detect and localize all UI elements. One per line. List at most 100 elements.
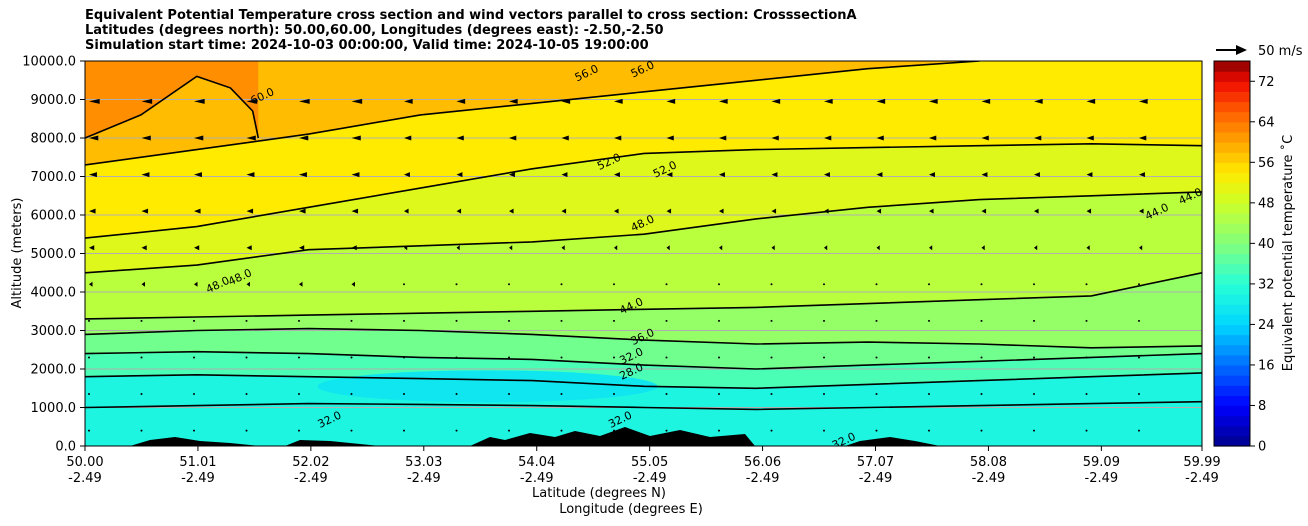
wind-vector xyxy=(1034,172,1040,178)
wind-vector xyxy=(1086,135,1094,141)
wind-vector xyxy=(771,135,779,141)
wind-vector xyxy=(299,281,303,287)
wind-vector xyxy=(665,319,668,322)
wind-vector xyxy=(665,283,668,286)
wind-vector xyxy=(508,319,510,322)
x-tick-label-lat: 51.01 xyxy=(179,455,216,470)
wind-vector xyxy=(1085,283,1088,286)
wind-vector xyxy=(89,208,96,214)
wind-vector xyxy=(560,319,563,322)
wind-vector xyxy=(1138,356,1140,359)
field-band-56 xyxy=(85,61,980,165)
x-tick-label-lat: 54.04 xyxy=(518,455,555,470)
chart-title-line-3: Simulation start time: 2024-10-03 00:00:… xyxy=(85,38,649,53)
colorbar-segment xyxy=(1214,131,1250,143)
wind-vector xyxy=(404,135,412,141)
wind-vector xyxy=(875,283,878,286)
wind-vector xyxy=(298,319,300,322)
contour-line-44 xyxy=(85,272,1202,320)
wind-vector xyxy=(1034,245,1038,251)
wind-vector xyxy=(194,135,204,141)
wind-vector xyxy=(771,172,778,178)
wind-vector xyxy=(980,393,983,396)
wind-vector xyxy=(613,356,615,359)
wind-vector xyxy=(666,208,672,214)
wind-vectors xyxy=(88,98,1148,432)
wind-vector xyxy=(246,245,252,251)
colorbar-tick-label: 0 xyxy=(1258,440,1266,455)
wind-vector xyxy=(1085,319,1088,322)
wind-vector xyxy=(928,356,930,359)
wind-vector xyxy=(455,356,458,359)
wind-vector xyxy=(140,319,143,322)
wind-vector xyxy=(246,208,254,214)
colorbar-segment xyxy=(1214,182,1250,194)
wind-vector xyxy=(1139,208,1144,214)
colorbar-segment xyxy=(1214,162,1250,174)
wind-vector xyxy=(560,283,563,286)
colorbar-tick-label: 32 xyxy=(1258,277,1275,292)
wind-vector xyxy=(245,393,248,396)
terrain xyxy=(130,427,940,446)
wind-vector xyxy=(614,98,623,104)
x-tick-label-lon: -2.49 xyxy=(1085,471,1119,486)
colorbar-segment xyxy=(1214,212,1250,224)
wind-vector xyxy=(245,319,248,322)
wind-vector xyxy=(613,283,615,286)
wind-vector xyxy=(1085,429,1088,432)
colorbar-segment xyxy=(1214,344,1250,356)
wind-vector xyxy=(823,283,825,286)
wind-vector xyxy=(141,208,149,214)
wind-vector xyxy=(299,98,310,104)
wind-vector xyxy=(140,356,143,359)
wind-vector xyxy=(403,356,405,359)
y-tick-label: 6000.0 xyxy=(31,209,77,224)
wind-vector xyxy=(665,356,668,359)
wind-vector xyxy=(876,172,883,178)
wind-vector xyxy=(351,172,360,178)
y-tick-label: 2000.0 xyxy=(31,363,77,378)
wind-vector xyxy=(770,356,773,359)
terrain-hill xyxy=(845,437,940,446)
x-tick-label-lat: 50.00 xyxy=(66,455,103,470)
y-axis-label: Altitude (meters) xyxy=(10,198,25,309)
wind-vector xyxy=(1138,429,1140,432)
colorbar-segment xyxy=(1214,233,1250,244)
terrain-hill xyxy=(470,427,755,446)
wind-key-arrow-head xyxy=(1236,45,1247,55)
wind-vector xyxy=(141,245,147,251)
colorbar-segment xyxy=(1214,253,1250,265)
colorbar-segment xyxy=(1214,385,1250,396)
wind-vector xyxy=(561,135,569,141)
wind-vector xyxy=(824,208,829,214)
contour-line-40 xyxy=(85,327,1202,349)
wind-vector xyxy=(141,172,150,178)
wind-vector xyxy=(981,245,985,251)
wind-vector xyxy=(875,319,878,322)
wind-vector xyxy=(509,135,517,141)
wind-vector xyxy=(89,281,93,287)
y-tick-label: 10000.0 xyxy=(22,55,76,70)
colorbar-segment xyxy=(1214,273,1250,285)
wind-vector xyxy=(456,172,463,178)
wind-vector xyxy=(561,208,567,214)
wind-vector xyxy=(614,172,620,178)
wind-vector xyxy=(194,281,198,287)
wind-vector xyxy=(614,245,618,251)
wind-vector xyxy=(298,393,300,396)
wind-vector xyxy=(1034,208,1039,214)
contour-line-32 xyxy=(85,372,1202,390)
wind-vector xyxy=(1139,172,1145,178)
x-tick-label-lon: -2.49 xyxy=(520,471,554,486)
wind-vector xyxy=(508,393,510,396)
wind-vector xyxy=(719,172,725,178)
x-tick-label-lon: -2.49 xyxy=(746,471,780,486)
x-axis-label: Latitude (degrees N) xyxy=(532,486,666,501)
wind-vector xyxy=(1138,319,1140,322)
wind-vector xyxy=(350,393,353,396)
terrain-hill xyxy=(130,437,260,446)
contour-line-60 xyxy=(85,75,260,139)
wind-vector xyxy=(1086,208,1092,214)
colorbar-tick-label: 72 xyxy=(1258,75,1275,90)
wind-vector xyxy=(351,98,363,104)
